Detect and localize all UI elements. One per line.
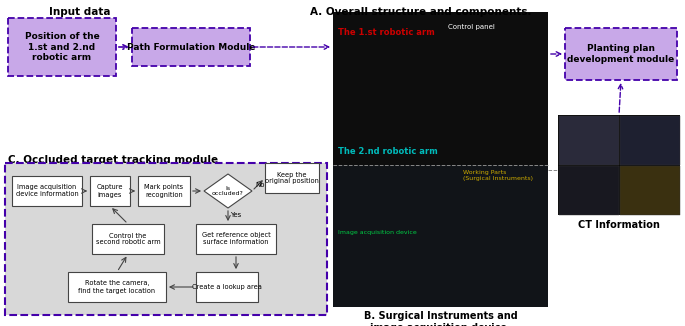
Text: Planting plan
development module: Planting plan development module (567, 44, 675, 64)
FancyBboxPatch shape (68, 272, 166, 302)
Polygon shape (204, 174, 252, 208)
Bar (620, 116, 680, 165)
Text: Is
occluded?: Is occluded? (212, 185, 244, 196)
Text: Rotate the camera,
find the target location: Rotate the camera, find the target locat… (79, 280, 155, 293)
Text: Keep the
original position: Keep the original position (265, 171, 319, 185)
Text: CT Information: CT Information (578, 220, 660, 230)
Text: A. Overall structure and components.: A. Overall structure and components. (310, 7, 532, 17)
Bar (558, 115, 680, 215)
FancyBboxPatch shape (5, 163, 327, 315)
Text: Create a lookup area: Create a lookup area (192, 284, 262, 290)
Text: Working Parts
(Surgical Instruments): Working Parts (Surgical Instruments) (463, 170, 533, 181)
Text: The 2.nd robotic arm: The 2.nd robotic arm (338, 147, 438, 156)
Text: Get reference object
surface information: Get reference object surface information (201, 232, 271, 245)
Text: Yes: Yes (230, 212, 241, 218)
Text: Control panel: Control panel (448, 24, 495, 30)
FancyBboxPatch shape (196, 224, 276, 254)
Text: Input data: Input data (49, 7, 111, 17)
Text: B. Surgical Instruments and
image acquisition device.: B. Surgical Instruments and image acquis… (364, 311, 517, 326)
Text: No: No (255, 182, 264, 188)
Bar (333, 12, 548, 165)
Bar (333, 12, 548, 307)
FancyBboxPatch shape (92, 224, 164, 254)
FancyBboxPatch shape (196, 272, 258, 302)
FancyBboxPatch shape (132, 28, 250, 66)
FancyBboxPatch shape (138, 176, 190, 206)
Text: The 1.st robotic arm: The 1.st robotic arm (338, 28, 435, 37)
Bar (333, 165, 548, 307)
Text: Control the
second robotic arm: Control the second robotic arm (96, 232, 160, 245)
FancyBboxPatch shape (565, 28, 677, 80)
Bar (620, 166, 680, 215)
Text: C. Occluded target tracking module: C. Occluded target tracking module (8, 155, 218, 165)
Text: Path Formulation Module: Path Formulation Module (127, 42, 256, 52)
Text: Image acquisition device: Image acquisition device (338, 230, 416, 235)
Text: Capture
images: Capture images (97, 185, 123, 198)
FancyBboxPatch shape (90, 176, 130, 206)
Text: Mark points
recognition: Mark points recognition (145, 185, 184, 198)
Bar (559, 166, 619, 215)
FancyBboxPatch shape (8, 18, 116, 76)
Bar (559, 116, 619, 165)
Text: Image acquisition
device information: Image acquisition device information (16, 185, 78, 198)
Text: Position of the
1.st and 2.nd
robotic arm: Position of the 1.st and 2.nd robotic ar… (25, 32, 99, 62)
FancyBboxPatch shape (12, 176, 82, 206)
FancyBboxPatch shape (265, 163, 319, 193)
